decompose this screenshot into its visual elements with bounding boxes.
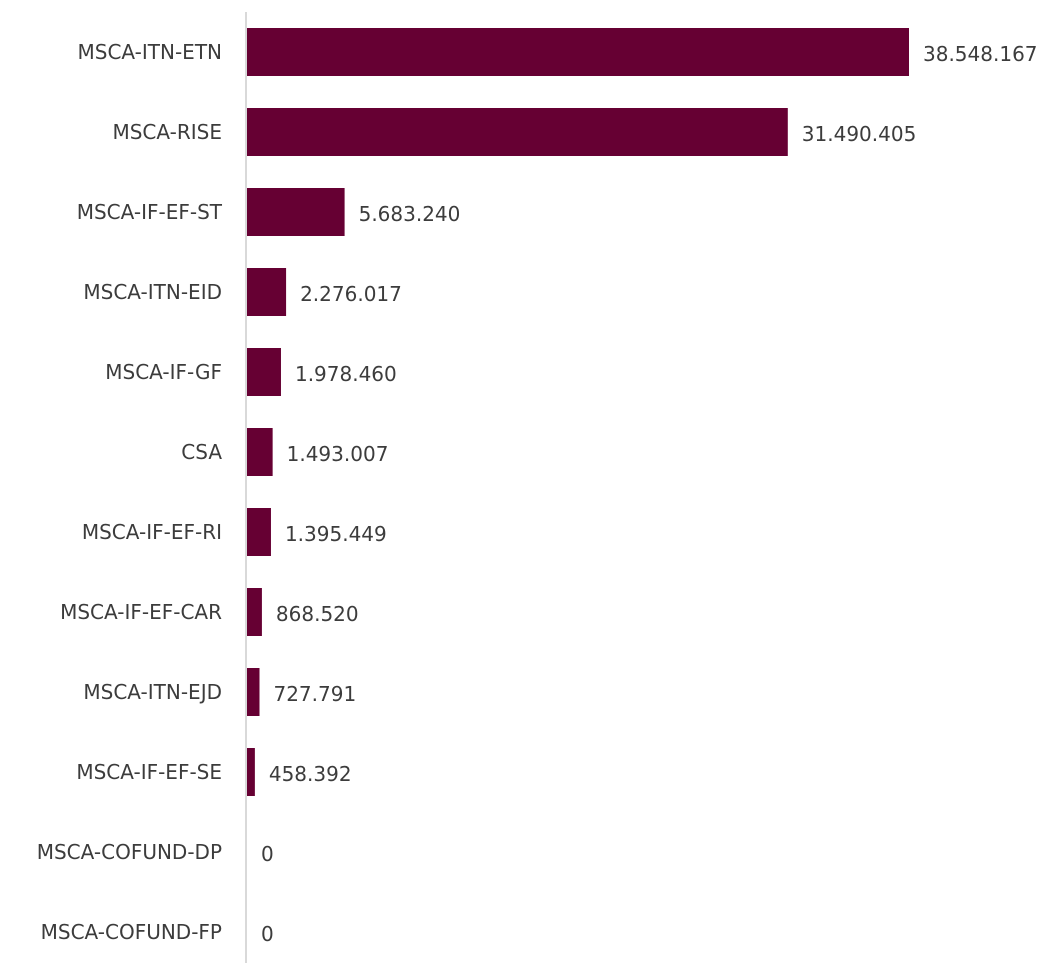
bar-msca-if-ef-st xyxy=(247,188,345,236)
bar-msca-if-gf xyxy=(247,348,281,396)
value-label: 38.548.167 xyxy=(923,42,1038,66)
category-label: MSCA-IF-EF-ST xyxy=(77,200,223,224)
value-label: 5.683.240 xyxy=(359,202,461,226)
bar-msca-if-ef-car xyxy=(247,588,262,636)
value-label: 2.276.017 xyxy=(300,282,402,306)
value-label: 458.392 xyxy=(269,762,352,786)
category-label: MSCA-ITN-EID xyxy=(83,280,222,304)
value-label: 0 xyxy=(261,922,274,946)
value-label: 868.520 xyxy=(276,602,359,626)
category-labels-group: MSCA-ITN-ETN MSCA-RISE MSCA-IF-EF-ST MSCA-I… xyxy=(37,40,223,944)
category-label: MSCA-ITN-EJD xyxy=(83,680,222,704)
value-labels-group: 38.548.167 31.490.405 5.683.240 2.276.017 1.… xyxy=(261,42,1038,946)
category-label: MSCA-COFUND-FP xyxy=(41,920,222,944)
bars-group xyxy=(247,28,909,796)
category-label: MSCA-ITN-ETN xyxy=(78,40,222,64)
category-label: MSCA-RISE xyxy=(112,120,222,144)
category-label: MSCA-IF-EF-RI xyxy=(82,520,222,544)
category-label: MSCA-IF-EF-CAR xyxy=(60,600,222,624)
bar-msca-if-ef-ri xyxy=(247,508,271,556)
value-label: 727.791 xyxy=(273,682,356,706)
bar-msca-itn-etn xyxy=(247,28,909,76)
value-label: 0 xyxy=(261,842,274,866)
bar-msca-itn-ejd xyxy=(247,668,260,716)
value-label: 1.493.007 xyxy=(287,442,389,466)
category-label: MSCA-COFUND-DP xyxy=(37,840,222,864)
category-label: CSA xyxy=(181,440,222,464)
category-label: MSCA-IF-EF-SE xyxy=(76,760,222,784)
value-label: 31.490.405 xyxy=(802,122,917,146)
bar-csa xyxy=(247,428,273,476)
bar-msca-rise xyxy=(247,108,788,156)
bar-msca-if-ef-se xyxy=(247,748,255,796)
bar-msca-itn-eid xyxy=(247,268,287,316)
value-label: 1.978.460 xyxy=(295,362,397,386)
value-label: 1.395.449 xyxy=(285,522,387,546)
category-label: MSCA-IF-GF xyxy=(105,360,222,384)
